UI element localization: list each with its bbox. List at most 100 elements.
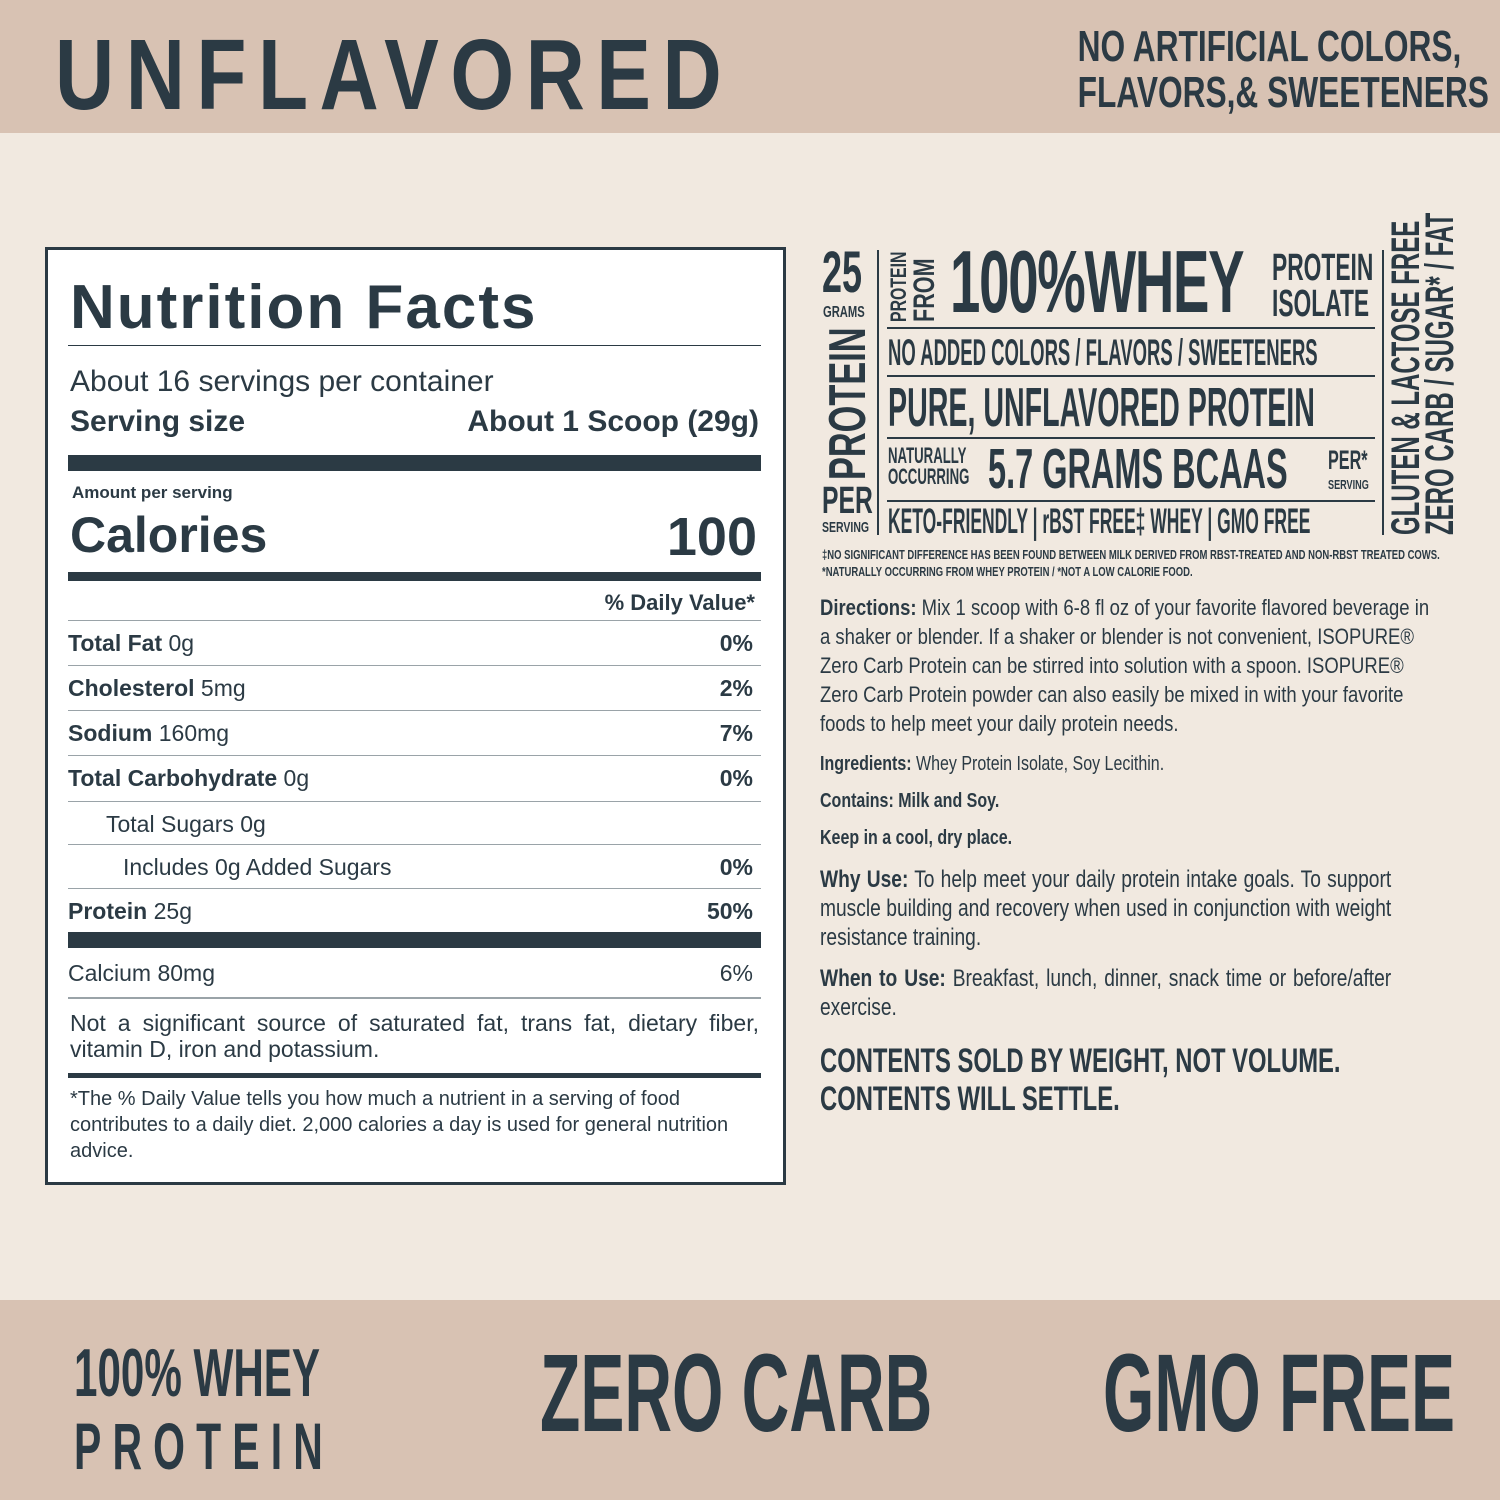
nf-title: Nutrition Facts [70,273,538,342]
nf-row: Cholesterol 5mg 2% [68,665,761,709]
header-claim: NO ARTIFICIAL COLORS, FLAVORS,& SWEETENE… [932,22,1489,117]
nf-row-dv: 0% [719,854,753,880]
nf-row-dv: 7% [719,720,753,746]
nf-serving-size-label: Serving size [70,405,246,438]
contents-notice: CONTENTS SOLD BY WEIGHT, NOT VOLUME. CONT… [820,1042,1450,1118]
badge-isolate: PROTEIN ISOLATE [1272,247,1374,325]
badge-protein-from-1: PROTEIN [886,251,911,322]
badge-footnote-1: ‡NO SIGNIFICANT DIFFERENCE HAS BEEN FOUN… [822,547,1440,562]
footer-whey: 100% WHEY [74,1335,321,1411]
nf-row-amount: 5mg [200,675,246,701]
badge-zero: ZERO CARB / SUGAR* / FAT [1418,212,1462,535]
nf-row-name: Protein [68,898,148,924]
badge-protein-from-2: FROM [908,258,941,322]
nf-row-calcium: Calcium 80mg 6% [68,960,761,987]
badge-naturally: NATURALLY OCCURRING [888,443,970,489]
contents-line-1: CONTENTS SOLD BY WEIGHT, NOT VOLUME. [820,1042,1341,1080]
thick-divider [68,932,761,948]
badge-keto-row: KETO-FRIENDLY | rBST FREE‡ WHEY | GMO FR… [888,502,1311,541]
badge-isolate-1: PROTEIN [1272,247,1374,289]
divider [877,250,879,535]
storage: Keep in a cool, dry place. [820,827,1013,849]
nf-row-dv: 50% [706,898,753,924]
header-band [0,0,1500,133]
nf-row-amount: 25g [153,898,192,924]
badge-protein-vertical: PROTEIN [819,327,877,480]
divider [887,437,1375,439]
ingredients-label: Ingredients: [820,753,912,775]
nf-footnote: *The % Daily Value tells you how much a … [70,1088,729,1162]
footer-gmo-free: GMO FREE [1103,1332,1456,1455]
badge-per2: PER* [1328,445,1368,475]
nutrition-facts-panel: Nutrition Facts About 16 servings per co… [45,247,786,1185]
nf-calcium-dv: 6% [719,960,753,986]
divider [1382,250,1384,535]
directions: Directions: Mix 1 scoop with 6-8 fl oz o… [820,593,1442,738]
badge-whey: 100%WHEY [950,232,1245,331]
nf-row-amount: 0g [283,765,310,791]
badge-serving2: SERVING [1328,477,1369,492]
nf-amount-per-serving: Amount per serving [72,483,233,502]
badge-bcaas: 5.7 GRAMS BCAAS [988,437,1288,501]
directions-text: Mix 1 scoop with 6-8 fl oz of your favor… [820,595,1430,736]
divider [68,345,761,346]
nf-row: Total Carbohydrate 0g 0% [68,755,761,799]
nf-row: Total Fat 0g 0% [68,620,761,664]
ingredients-text: Whey Protein Isolate, Soy Lecithin. [911,753,1165,775]
badge-rbst: rBST FREE‡ WHEY [1042,502,1203,541]
when-to-use-label: When to Use: [820,965,946,992]
when-to-use: When to Use: Breakfast, lunch, dinner, s… [820,964,1391,1022]
nf-row-name: Includes 0g Added Sugars [123,854,392,880]
nf-row: Sodium 160mg 7% [68,710,761,754]
nf-row-name: Cholesterol [68,675,195,701]
divider [887,375,1375,377]
footer-protein: PROTEIN [74,1409,335,1483]
badge-isolate-2: ISOLATE [1272,283,1370,325]
ingredients: Ingredients: Whey Protein Isolate, Soy L… [820,750,1428,779]
nf-row-amount: 160mg [158,720,230,746]
nf-row: Includes 0g Added Sugars 0% [68,844,761,888]
badge-nat-2: OCCURRING [888,464,970,489]
nf-row-name: Total Sugars 0g [106,811,266,837]
badge-no-added: NO ADDED COLORS / FLAVORS / SWEETENERS [888,332,1318,373]
divider [887,327,1375,329]
when-to-use-text: Breakfast, lunch, dinner, snack time or … [820,965,1392,1021]
nf-row-dv: 0% [719,765,753,791]
claim-line-1: NO ARTIFICIAL COLORS, [1077,22,1462,71]
nf-row: Total Sugars 0g [68,801,761,845]
nf-dv-header: % Daily Value* [604,590,755,615]
nf-calories-value: 100 [666,507,757,567]
badge-grams: GRAMS [823,304,865,321]
nf-not-significant: Not a significant source of saturated fa… [70,1010,759,1062]
nf-row-dv: 0% [719,630,753,656]
footer-zero-carb: ZERO CARB [540,1332,933,1455]
why-use-text: To help meet your daily protein intake g… [820,866,1392,951]
divider [68,997,761,999]
nf-calcium-name: Calcium [68,960,152,986]
nf-row-name: Sodium [68,720,153,746]
claim-line-2: FLAVORS,& SWEETENERS [1077,68,1489,117]
nf-serving-size-value: About 1 Scoop (29g) [467,405,759,438]
directions-label: Directions: [820,595,917,620]
badge-nat-1: NATURALLY [888,443,967,468]
nf-row: Protein 25g 50% [68,888,761,932]
nf-row-name: Total Carbohydrate [68,765,278,791]
contains: Contains: Milk and Soy. [820,790,1000,812]
nf-servings: About 16 servings per container [70,365,494,398]
why-use: Why Use: To help meet your daily protein… [820,865,1391,952]
why-use-label: Why Use: [820,866,909,893]
divider [68,1073,761,1078]
flavor-title-wrap: UNFLAVORED [55,18,882,133]
nf-row-amount: 0g [168,630,195,656]
divider [887,500,1375,502]
flavor-title: UNFLAVORED [55,19,734,131]
nf-calories-label: Calories [70,507,268,563]
badge-pure: PURE, UNFLAVORED PROTEIN [888,376,1315,438]
divider [68,572,761,581]
badge-gmo: GMO FREE [1217,502,1311,541]
contents-line-2: CONTENTS WILL SETTLE. [820,1080,1120,1118]
nf-calcium-amount: 80mg [157,960,216,986]
badge-25: 25 [822,240,862,305]
badge-per: PER [822,480,873,522]
badge-footnote-2: *NATURALLY OCCURRING FROM WHEY PROTEIN /… [822,564,1193,579]
